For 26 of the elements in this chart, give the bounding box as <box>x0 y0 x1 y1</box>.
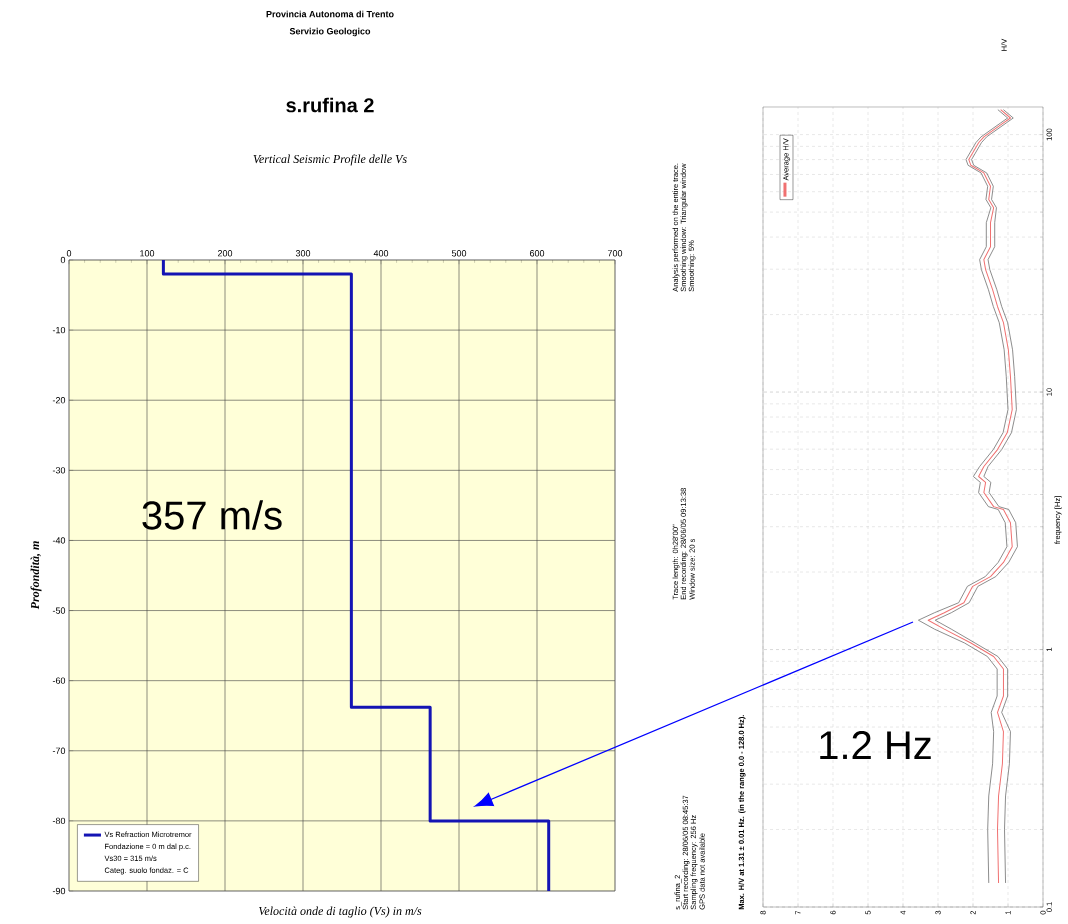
x-tick-label: 200 <box>217 250 233 257</box>
x-tick-label: 600 <box>529 250 545 257</box>
y-tick-label: -70 <box>52 747 66 754</box>
y-tick-label: 0 <box>60 256 66 264</box>
x-tick-label: 300 <box>295 250 311 257</box>
x-tick-label: 500 <box>451 250 467 257</box>
y-tick-label: -20 <box>52 397 66 404</box>
chart-subtitle: Vertical Seismic Profile delle Vs <box>253 154 407 166</box>
annotation: 357 m/s <box>142 500 282 530</box>
annotation: 1.2 Hz <box>820 731 931 759</box>
y-tick-label: -50 <box>52 607 66 614</box>
text: Provincia Autonoma di Trento <box>266 10 394 18</box>
y-tick-label: -10 <box>52 326 66 334</box>
x-tick-label: 0 <box>66 250 72 257</box>
y-axis-title: Profondità, m <box>30 541 42 610</box>
x-tick-label: 100 <box>140 250 155 257</box>
y-tick-label: -30 <box>52 467 66 474</box>
text: Servizio Geologico <box>289 27 371 37</box>
y-tick-label: -90 <box>52 887 66 895</box>
y-tick-label: -40 <box>52 537 66 544</box>
y-tick-label: -60 <box>52 677 66 684</box>
x-tick-label: 700 <box>607 250 623 257</box>
x-axis-title: Velocità onde di taglio (Vs) in m/s <box>258 906 422 918</box>
chart-title: s.rufina 2 <box>286 97 374 113</box>
y-tick-label: -80 <box>52 817 66 825</box>
x-tick-label: 400 <box>373 250 389 257</box>
